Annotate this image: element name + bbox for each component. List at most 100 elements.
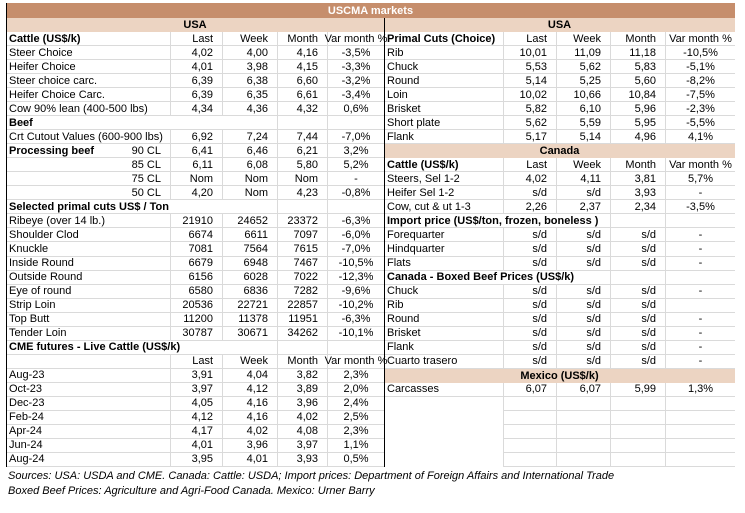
value-cell: 2,26	[503, 200, 556, 215]
value-cell: 4,01	[170, 60, 222, 75]
value-cell: s/d	[556, 326, 610, 341]
var-month-cell: -6,3%	[327, 214, 384, 229]
value-cell	[277, 116, 327, 131]
var-month-cell: Var month %	[665, 158, 735, 173]
row-label	[384, 439, 503, 453]
value-cell: s/d	[503, 340, 556, 355]
table-row: Oct-23 3,97 4,12 3,89 2,0%	[6, 382, 384, 397]
value-cell: Nom	[277, 172, 327, 187]
value-cell: 10,66	[556, 88, 610, 103]
value-cell: 5,83	[610, 60, 665, 75]
row-label: Flank	[384, 341, 503, 355]
value-cell: 6,10	[556, 102, 610, 117]
var-month-cell: -	[327, 172, 384, 187]
var-month-cell: 2,5%	[327, 410, 384, 425]
value-cell: s/d	[556, 340, 610, 355]
table-row: Crt Cutout Values (600-900 lbs) 6,92 7,24 7…	[6, 130, 384, 145]
value-cell	[222, 116, 277, 131]
table-row: Cuarto trasero s/d s/d s/d -	[384, 354, 735, 369]
value-cell: 6679	[170, 256, 222, 271]
value-cell: s/d	[503, 326, 556, 341]
value-cell: 4,01	[170, 438, 222, 453]
var-month-cell: 3,2%	[327, 144, 384, 159]
row-label	[384, 411, 503, 425]
var-month-cell: -7,0%	[327, 242, 384, 257]
value-cell: 6611	[222, 228, 277, 243]
value-cell: 3,91	[170, 368, 222, 383]
row-label: Steers, Sel 1-2	[384, 172, 503, 187]
row-label: Cow, cut & ut 1-3	[384, 200, 503, 215]
column-header-row: Primal Cuts (Choice) Last Week Month Var mon…	[384, 32, 735, 47]
value-cell	[556, 214, 610, 229]
var-month-cell: -5,1%	[665, 60, 735, 75]
var-month-cell: -	[665, 354, 735, 369]
value-cell: 3,98	[222, 60, 277, 75]
row-label: Inside Round	[6, 257, 170, 271]
var-month-cell	[327, 340, 384, 355]
value-cell: 5,62	[556, 60, 610, 75]
row-label: Cattle (US$/k)	[384, 158, 503, 173]
value-cell: 5,14	[503, 74, 556, 89]
table-row: Short plate 5,62 5,59 5,95 -5,5%	[384, 116, 735, 131]
row-label: Jun-24	[6, 439, 170, 453]
var-month-cell	[665, 396, 735, 411]
row-label: Steer choice carc.	[6, 74, 170, 89]
value-cell: 23372	[277, 214, 327, 229]
value-cell: s/d	[503, 256, 556, 271]
value-cell: 4,00	[222, 46, 277, 61]
var-month-cell: 2,3%	[327, 368, 384, 383]
section-row: CME futures - Live Cattle (US$/k)	[6, 340, 384, 355]
row-label	[384, 397, 503, 411]
var-month-cell: -	[665, 284, 735, 299]
table-row: Ribeye (over 14 lb.) 21910 24652 23372 -6,3%	[6, 214, 384, 229]
row-label: Feb-24	[6, 411, 170, 425]
value-cell: 4,15	[277, 60, 327, 75]
var-month-cell	[665, 214, 735, 229]
value-cell: 5,82	[503, 102, 556, 117]
row-label: Processing beef 90 CL	[6, 144, 170, 159]
value-cell	[556, 271, 610, 285]
value-cell: s/d	[610, 326, 665, 341]
table-row: Outside Round 6156 6028 7022 -12,3%	[6, 270, 384, 285]
table-row: Aug-23 3,91 4,04 3,82 2,3%	[6, 368, 384, 383]
table-row: Dec-23 4,05 4,16 3,96 2,4%	[6, 396, 384, 411]
var-month-cell: 1,3%	[665, 382, 735, 397]
table-row: Feb-24 4,12 4,16 4,02 2,5%	[6, 410, 384, 425]
value-cell: 6028	[222, 270, 277, 285]
value-cell: Month	[277, 354, 327, 369]
value-cell: 3,97	[170, 382, 222, 397]
value-cell: 3,81	[610, 172, 665, 187]
var-month-cell: -3,4%	[327, 88, 384, 103]
row-label: Outside Round	[6, 271, 170, 285]
value-cell: 4,34	[170, 102, 222, 117]
var-month-cell: 4,1%	[665, 130, 735, 145]
value-cell	[610, 214, 665, 229]
var-month-cell: 0,6%	[327, 102, 384, 117]
value-cell: 4,16	[277, 46, 327, 61]
var-month-cell: 1,1%	[327, 438, 384, 453]
value-cell: 2,37	[556, 200, 610, 215]
value-cell: s/d	[556, 312, 610, 327]
value-cell: Month	[277, 32, 327, 47]
value-cell: 5,99	[610, 382, 665, 397]
value-cell: s/d	[610, 298, 665, 313]
row-label	[6, 355, 170, 369]
var-month-cell: Var month %	[665, 32, 735, 47]
empty-row	[384, 424, 735, 439]
value-cell: s/d	[556, 354, 610, 369]
market-report-sheet: USCMA markets USA USA Cattle (US$/k) Last…	[6, 3, 735, 508]
value-cell: 30787	[170, 326, 222, 341]
value-cell: Last	[503, 158, 556, 173]
row-label: Dec-23	[6, 397, 170, 411]
table-row: Hindquarter s/d s/d s/d -	[384, 242, 735, 257]
value-cell: 6836	[222, 284, 277, 299]
var-month-cell	[665, 424, 735, 439]
value-cell: 3,82	[277, 368, 327, 383]
table-row: Round 5,14 5,25 5,60 -8,2%	[384, 74, 735, 89]
value-cell: 34262	[277, 326, 327, 341]
value-cell: 5,60	[610, 74, 665, 89]
row-label: Heifer Choice	[6, 60, 170, 75]
value-cell: s/d	[556, 298, 610, 313]
row-label: Cow 90% lean (400-500 lbs)	[6, 102, 170, 117]
var-month-cell: -8,2%	[665, 74, 735, 89]
